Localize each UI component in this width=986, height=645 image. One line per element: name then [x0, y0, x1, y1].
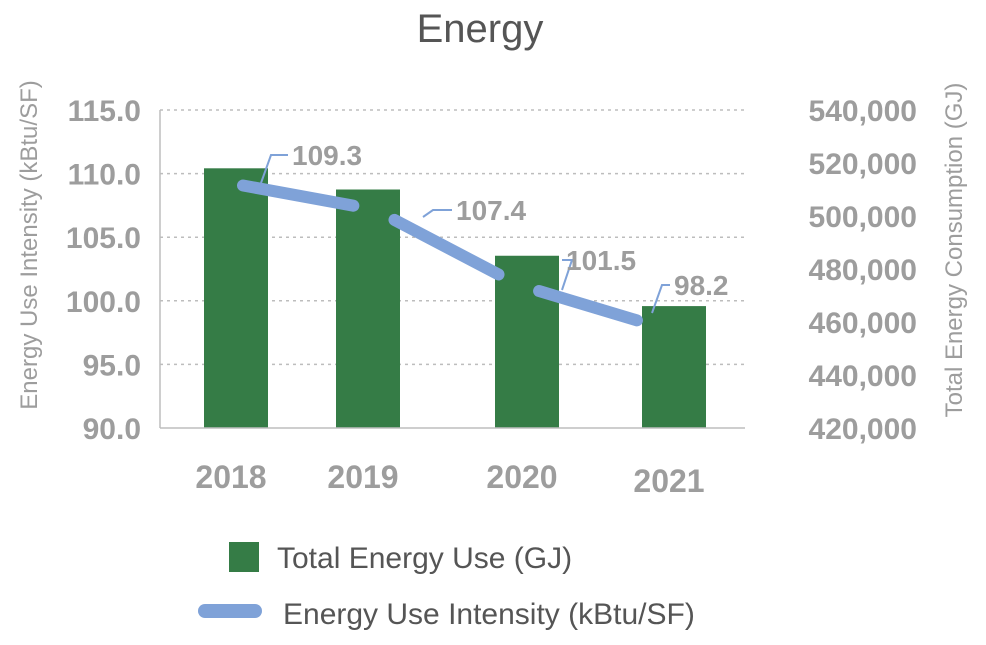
axes: 90.0 95.0 100.0 105.0 110.0 115.0 420,000 440,0… — [66, 95, 917, 499]
category-label: 2019 — [327, 459, 398, 495]
left-tick-label: 105.0 — [66, 222, 141, 255]
bar-2019 — [336, 189, 400, 428]
category-label: 2021 — [633, 463, 704, 499]
left-tick-label: 115.0 — [68, 95, 141, 128]
legend-bar-swatch — [229, 542, 259, 572]
left-tick-label: 90.0 — [83, 413, 141, 446]
eui-line: 109.3 107.4 101.5 98.2 — [237, 140, 729, 327]
legend-bar-label: Total Energy Use (GJ) — [277, 542, 572, 575]
right-tick-label: 480,000 — [809, 254, 917, 287]
left-axis-label: Energy Use Intensity (kBtu/SF) — [16, 80, 43, 409]
left-tick-label: 100.0 — [66, 286, 141, 319]
bars — [204, 168, 706, 429]
right-tick-label: 440,000 — [809, 360, 917, 393]
data-label-leader — [651, 284, 670, 314]
category-label: 2018 — [195, 459, 266, 495]
eui-line-segment — [388, 213, 505, 281]
eui-line-segment — [533, 285, 643, 327]
bar-2021 — [642, 306, 706, 428]
left-tick-label: 95.0 — [83, 349, 141, 382]
bar-2020 — [495, 255, 559, 428]
data-label-leader — [561, 259, 574, 291]
data-label-eui: 101.5 — [566, 245, 636, 276]
data-label-eui: 109.3 — [292, 140, 362, 171]
right-tick-label: 520,000 — [809, 148, 917, 181]
right-axis-label: Total Energy Consumption (GJ) — [941, 83, 968, 418]
data-label-eui: 107.4 — [456, 195, 526, 226]
data-label-leader — [422, 209, 452, 218]
eui-line-segment — [237, 179, 360, 212]
legend-line-label: Energy Use Intensity (kBtu/SF) — [283, 598, 695, 631]
right-tick-label: 460,000 — [809, 307, 917, 340]
right-tick-label: 500,000 — [809, 201, 917, 234]
data-label-leader — [260, 154, 288, 184]
data-label-eui: 98.2 — [674, 270, 729, 301]
bar-2018 — [204, 168, 268, 429]
legend: Total Energy Use (GJ) Energy Use Intensi… — [198, 542, 695, 631]
category-label: 2020 — [486, 459, 557, 495]
left-tick-label: 110.0 — [68, 159, 141, 192]
chart-title: Energy — [417, 7, 544, 51]
right-tick-label: 540,000 — [809, 95, 917, 128]
right-tick-label: 420,000 — [809, 413, 917, 446]
